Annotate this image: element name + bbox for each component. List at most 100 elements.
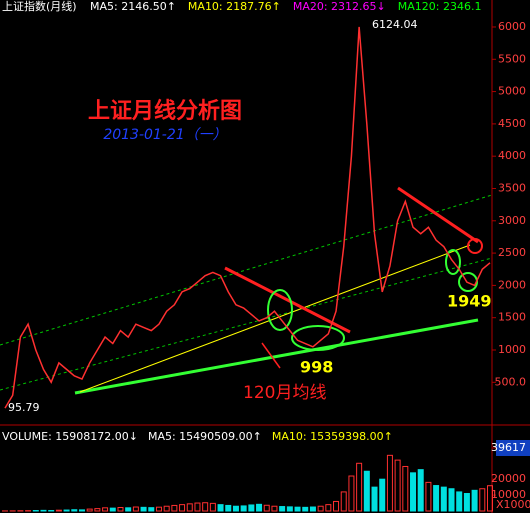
annotation: 120月均线	[243, 383, 326, 403]
y-tick-label: 3500	[498, 181, 526, 194]
annotation: 1949	[447, 292, 492, 311]
volume-bar	[379, 478, 386, 512]
legend-entry: MA5: 2146.50↑	[90, 0, 176, 13]
volume-bar	[279, 506, 286, 512]
volume-bar	[55, 509, 62, 512]
y-tick-label: 4000	[498, 149, 526, 162]
volume-bar	[286, 506, 293, 512]
volume-tick-label: 39617	[491, 441, 526, 454]
volume-bar	[256, 503, 263, 512]
volume-bar	[125, 507, 132, 512]
volume-bar	[433, 485, 440, 512]
volume-bar	[171, 504, 178, 512]
price-line	[4, 26, 491, 409]
highlight-circle	[267, 289, 293, 331]
volume-bar	[410, 472, 417, 512]
volume-bar	[317, 505, 324, 512]
volume-bar	[348, 475, 355, 512]
volume-bar	[155, 506, 162, 512]
annotation: 998	[300, 358, 333, 377]
volume-bar	[340, 491, 347, 512]
volume-bar	[94, 508, 101, 512]
volume-bar	[40, 509, 47, 512]
volume-bar	[271, 505, 278, 512]
annotation: 95.79	[8, 401, 40, 414]
volume-legend: VOLUME: 15908172.00↓	[2, 430, 138, 443]
resistance-line	[397, 186, 479, 244]
volume-bar	[202, 502, 209, 512]
volume-bar	[333, 500, 340, 512]
header-name: 上证指数(月线)	[2, 0, 77, 13]
y-tick-label: 4500	[498, 117, 526, 130]
volume-bar	[248, 504, 255, 512]
volume-bar	[225, 504, 232, 512]
volume-bar	[217, 504, 224, 512]
volume-bar	[371, 486, 378, 512]
volume-bar	[479, 488, 486, 512]
volume-bar	[325, 504, 332, 512]
volume-bar	[463, 493, 470, 512]
y-tick-label: 2500	[498, 246, 526, 259]
y-tick-label: 3000	[498, 214, 526, 227]
channel-line	[0, 257, 493, 391]
y-tick-label: 1000	[498, 343, 526, 356]
volume-bar	[102, 507, 109, 512]
volume-bar	[194, 502, 201, 512]
highlight-circle	[291, 325, 345, 351]
volume-bar	[263, 504, 270, 512]
volume-bar	[71, 509, 78, 512]
annotation: 6124.04	[372, 18, 418, 31]
y-tick-label: 5500	[498, 52, 526, 65]
volume-bar	[78, 509, 85, 512]
highlight-circle	[467, 238, 483, 254]
volume-bar	[109, 507, 116, 512]
volume-bar	[448, 488, 455, 512]
volume-bar	[132, 506, 139, 512]
volume-bar	[471, 489, 478, 512]
volume-bar	[363, 470, 370, 512]
volume-bar	[402, 465, 409, 512]
volume-bar	[186, 503, 193, 512]
volume-max-box	[496, 440, 530, 456]
y-tick-label: 2000	[498, 278, 526, 291]
volume-bar	[417, 469, 424, 512]
support-line	[74, 318, 479, 395]
legend-entry: MA120: 2346.1	[398, 0, 482, 13]
volume-bar	[302, 506, 309, 512]
y-tick-label: 5000	[498, 85, 526, 98]
volume-bar	[487, 485, 493, 512]
volume-bar	[294, 506, 301, 512]
y-tick-label: 6000	[498, 20, 526, 33]
volume-bar	[356, 462, 363, 512]
volume-bar	[440, 486, 447, 512]
volume-bar	[140, 506, 147, 512]
volume-legend: MA10: 15359398.00↑	[272, 430, 393, 443]
legend-entry: MA20: 2312.65↓	[293, 0, 386, 13]
volume-legend: MA5: 15490509.00↑	[148, 430, 262, 443]
volume-bar	[232, 505, 239, 512]
volume-bar	[163, 505, 170, 512]
y-tick-label: 500.0	[495, 375, 527, 388]
volume-bar	[117, 507, 124, 512]
volume-bar	[86, 508, 93, 512]
volume-bar	[386, 454, 393, 512]
arrow	[261, 342, 281, 369]
legend-entry: MA10: 2187.76↑	[188, 0, 281, 13]
volume-bar	[209, 502, 216, 512]
chart-title: 上证月线分析图	[88, 98, 242, 124]
volume-bar	[425, 481, 432, 512]
volume-bar	[63, 509, 70, 512]
highlight-circle	[445, 249, 461, 275]
volume-bar	[309, 506, 316, 512]
volume-tick-label: 10000	[491, 488, 526, 501]
channel-line	[0, 194, 493, 346]
volume-bar	[456, 491, 463, 512]
volume-bar	[179, 504, 186, 512]
volume-tick-label: 20000	[491, 472, 526, 485]
volume-bar	[240, 505, 247, 512]
y-tick-label: 1500	[498, 311, 526, 324]
volume-unit: X1000	[496, 498, 530, 511]
resistance-line	[224, 266, 351, 334]
chart-subtitle: 2013-01-21（一）	[103, 127, 226, 143]
